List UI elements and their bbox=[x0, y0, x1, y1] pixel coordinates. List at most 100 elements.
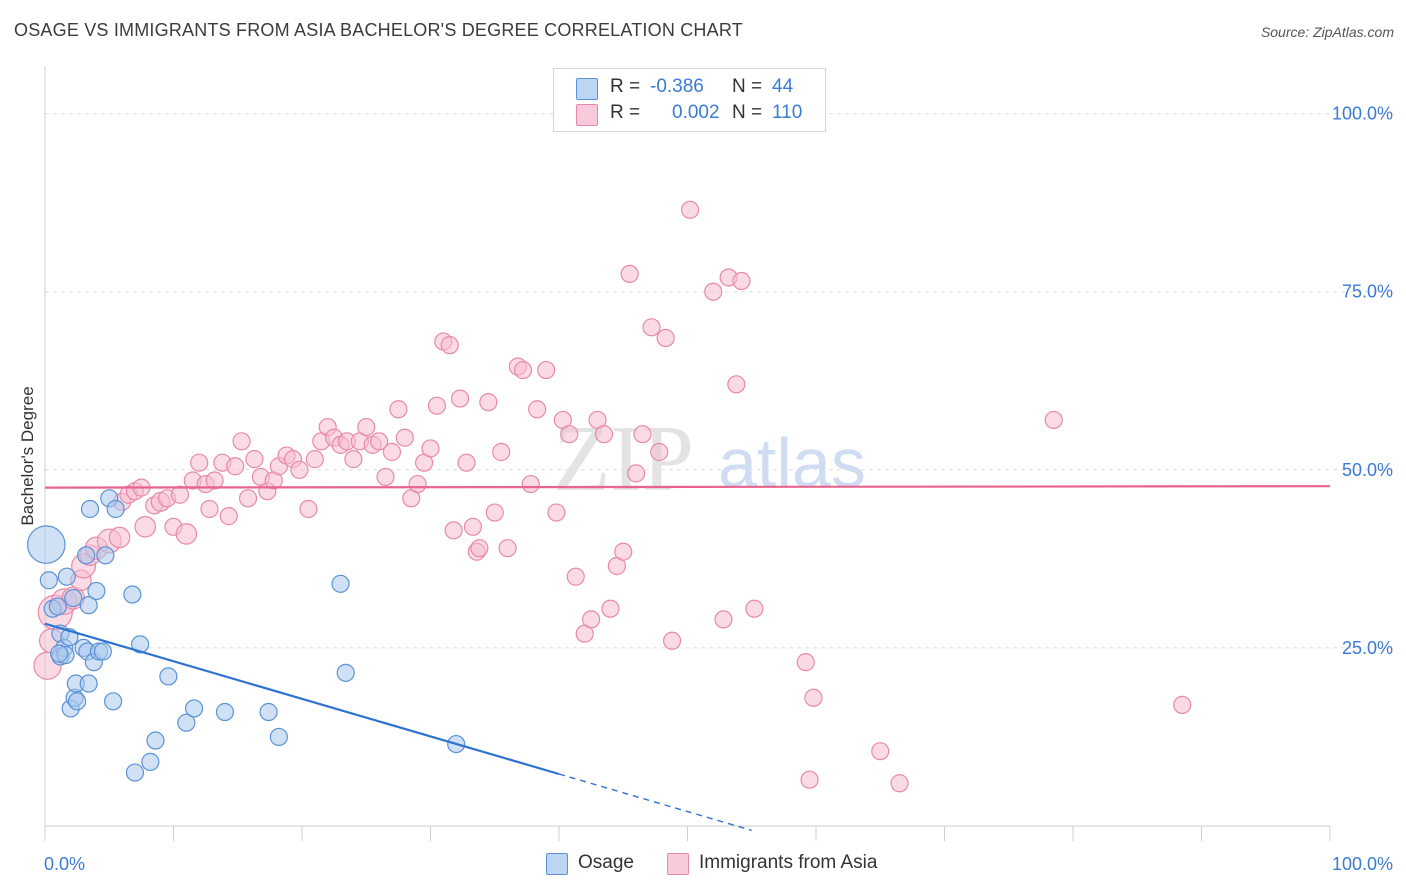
legend-n-label: N = bbox=[732, 102, 763, 123]
asia-point bbox=[170, 485, 190, 504]
osage-point bbox=[259, 702, 278, 722]
osage-point bbox=[79, 596, 98, 615]
axes bbox=[44, 66, 1331, 841]
asia-point bbox=[582, 610, 601, 629]
asia-point bbox=[444, 521, 463, 540]
asia-point bbox=[732, 271, 751, 291]
asia-point bbox=[662, 631, 682, 650]
y-axis-label: Bachelor's Degree bbox=[18, 386, 37, 525]
osage-point bbox=[80, 499, 100, 519]
osage-point bbox=[39, 571, 58, 590]
asia-point bbox=[440, 336, 459, 355]
osage-point bbox=[215, 702, 234, 722]
x-tick-max: 100.0% bbox=[1332, 854, 1393, 874]
asia-point bbox=[1173, 695, 1192, 714]
asia-point bbox=[537, 360, 556, 380]
asia-point bbox=[498, 539, 517, 558]
correlation-legend: R = -0.386 N = 44 R = 0.002 N = 110 bbox=[553, 68, 826, 132]
asia-point bbox=[382, 442, 402, 462]
asia-point bbox=[134, 515, 157, 538]
legend-n-value-osage: 44 bbox=[772, 76, 794, 97]
asia-point bbox=[245, 450, 264, 469]
osage-point bbox=[141, 752, 160, 771]
asia-point bbox=[408, 474, 427, 494]
legend-r-value-osage: -0.386 bbox=[650, 76, 704, 97]
asia-point bbox=[200, 499, 219, 519]
osage-point bbox=[331, 574, 350, 593]
asia-point bbox=[626, 464, 646, 483]
osage-point bbox=[48, 597, 67, 616]
y-tick-label-50: 50.0% bbox=[1342, 460, 1393, 480]
y-tick-label-75: 75.0% bbox=[1342, 282, 1393, 302]
asia-point bbox=[796, 653, 815, 672]
legend-r-value-asia: 0.002 bbox=[672, 102, 720, 123]
asia-point bbox=[108, 526, 131, 549]
asia-point bbox=[642, 318, 661, 337]
osage-point bbox=[50, 644, 69, 663]
asia-point bbox=[344, 450, 363, 469]
asia-point bbox=[470, 539, 489, 558]
asia-point bbox=[560, 425, 579, 444]
osage-point bbox=[64, 588, 83, 608]
asia-point bbox=[800, 770, 819, 789]
asia-point bbox=[745, 599, 764, 618]
legend-n-value-asia: 110 bbox=[772, 102, 803, 123]
osage-point bbox=[123, 585, 142, 604]
asia-point bbox=[219, 507, 238, 526]
grid-lines bbox=[45, 113, 1392, 649]
asia-point bbox=[521, 474, 540, 494]
osage-points bbox=[26, 489, 466, 782]
osage-swatch bbox=[576, 78, 598, 100]
asia-point bbox=[376, 467, 395, 487]
asia-point bbox=[395, 428, 414, 447]
asia-point bbox=[650, 442, 669, 462]
asia-point bbox=[492, 442, 511, 462]
asia-point bbox=[528, 400, 547, 419]
asia-point bbox=[890, 774, 909, 793]
legend-r-label: R = bbox=[610, 102, 641, 123]
y-tick-label-100: 100.0% bbox=[1332, 104, 1393, 124]
asia-point bbox=[1044, 410, 1063, 430]
source-label: Source: ZipAtlas.com bbox=[1260, 24, 1394, 40]
osage-point bbox=[104, 692, 123, 711]
osage-trend-extension bbox=[558, 773, 752, 832]
osage-point bbox=[57, 567, 76, 586]
asia-trend-line bbox=[44, 485, 1331, 489]
osage-point bbox=[177, 713, 196, 732]
asia-point bbox=[594, 425, 614, 444]
osage-trend-line bbox=[44, 622, 560, 776]
osage-point bbox=[96, 546, 115, 565]
osage-point bbox=[159, 667, 178, 686]
asia-point bbox=[704, 282, 723, 301]
asia-legend-label: Immigrants from Asia bbox=[699, 852, 878, 873]
asia-point bbox=[614, 542, 633, 561]
asia-point bbox=[370, 432, 389, 451]
asia-point bbox=[290, 460, 309, 479]
watermark-zip: ZIP bbox=[553, 407, 694, 511]
asia-point bbox=[601, 599, 620, 618]
osage-point bbox=[336, 663, 355, 682]
trend-lines bbox=[44, 485, 1331, 832]
osage-point bbox=[106, 499, 125, 519]
asia-point bbox=[485, 503, 504, 522]
y-tick-label-25: 25.0% bbox=[1342, 638, 1393, 658]
asia-point bbox=[620, 264, 639, 284]
asia-point bbox=[680, 200, 700, 219]
osage-legend-swatch bbox=[546, 853, 568, 875]
osage-point bbox=[146, 731, 165, 750]
watermark-atlas: atlas bbox=[718, 424, 866, 502]
asia-point bbox=[389, 400, 408, 419]
asia-point bbox=[175, 523, 198, 545]
asia-legend-swatch bbox=[667, 853, 689, 875]
asia-point bbox=[714, 610, 733, 629]
chart-title: OSAGE VS IMMIGRANTS FROM ASIA BACHELOR'S… bbox=[14, 20, 743, 40]
osage-point bbox=[87, 581, 106, 601]
asia-point bbox=[205, 471, 224, 490]
asia-point bbox=[190, 453, 209, 472]
asia-point bbox=[305, 450, 324, 469]
asia-point bbox=[450, 389, 470, 408]
asia-point bbox=[633, 425, 652, 444]
y-tick-labels: 25.0% 50.0% 75.0% 100.0% bbox=[1332, 104, 1393, 658]
asia-swatch bbox=[576, 104, 598, 126]
osage-point bbox=[125, 763, 145, 782]
